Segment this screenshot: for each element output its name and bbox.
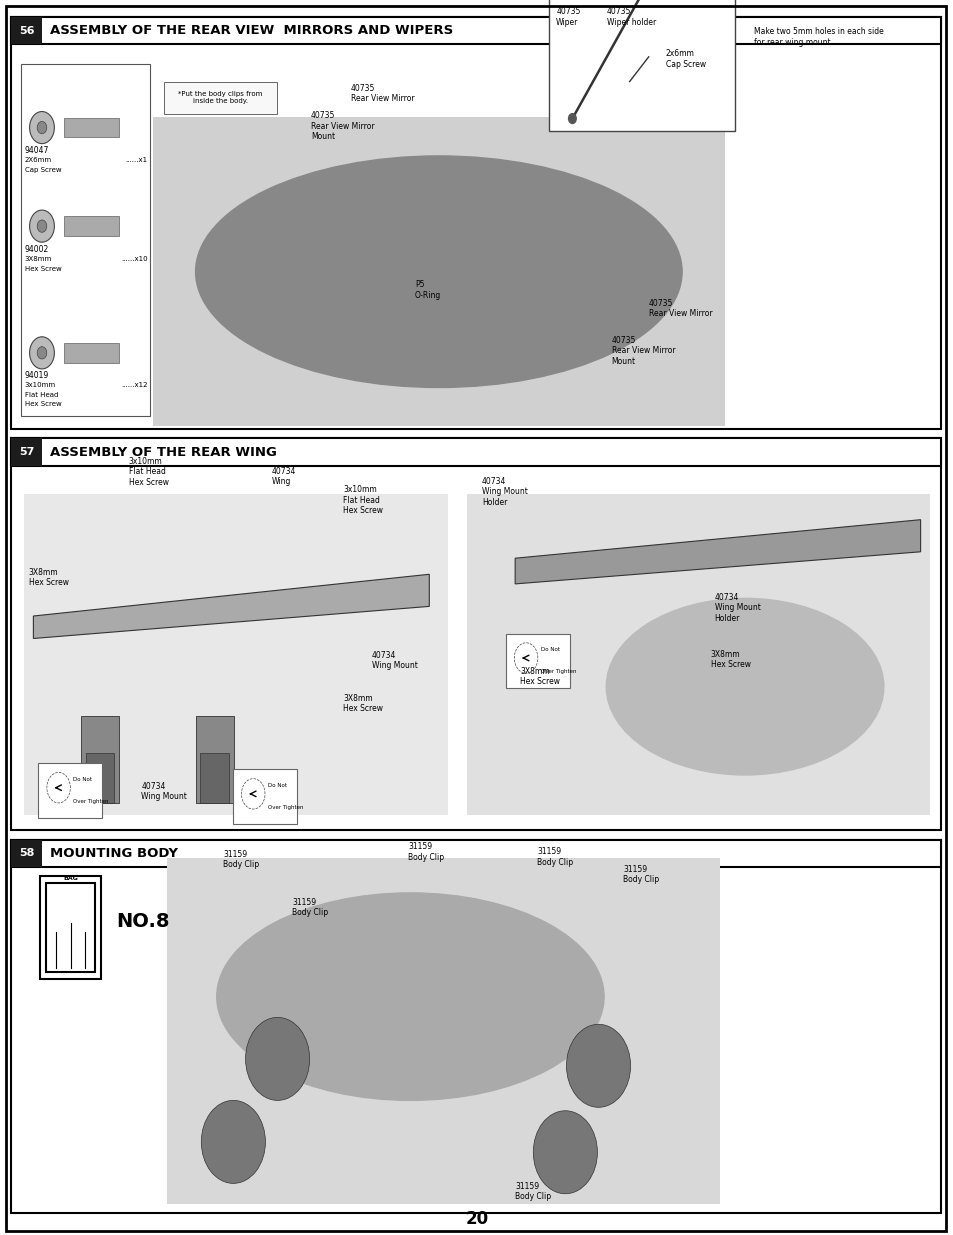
Bar — [11, 17, 42, 44]
Text: ......x12: ......x12 — [121, 383, 148, 389]
Bar — [64, 117, 119, 137]
Ellipse shape — [605, 599, 882, 776]
Text: ASSEMBLY OF THE REAR WING: ASSEMBLY OF THE REAR WING — [50, 446, 276, 458]
Circle shape — [201, 1100, 265, 1183]
Text: NO.8: NO.8 — [116, 911, 170, 931]
Circle shape — [568, 114, 576, 124]
Text: 31159
Body Clip: 31159 Body Clip — [537, 847, 573, 867]
Text: 57: 57 — [19, 447, 34, 457]
Text: 3X8mm
Hex Screw: 3X8mm Hex Screw — [519, 667, 559, 687]
Text: 40735
Rear View Mirror
Mount: 40735 Rear View Mirror Mount — [611, 336, 675, 366]
Bar — [11, 438, 940, 466]
Circle shape — [30, 111, 54, 143]
Bar — [21, 64, 150, 416]
Bar — [11, 438, 42, 466]
Text: 3X8mm
Hex Screw: 3X8mm Hex Screw — [710, 650, 750, 669]
Bar — [11, 840, 42, 867]
Text: 40735
Wiper: 40735 Wiper — [556, 7, 580, 27]
Bar — [195, 716, 233, 803]
Bar — [467, 494, 929, 815]
Bar — [164, 82, 276, 114]
Text: ......x10: ......x10 — [121, 256, 148, 262]
Bar — [233, 769, 296, 824]
Text: Hex Screw: Hex Screw — [25, 401, 62, 408]
Bar — [64, 216, 119, 236]
Bar — [167, 858, 720, 1204]
Bar — [86, 753, 114, 803]
Text: Make two 5mm holes in each side
for rear wing mount.: Make two 5mm holes in each side for rear… — [753, 27, 882, 47]
Bar — [24, 494, 448, 815]
Bar — [11, 17, 940, 429]
Text: 40734
Wing Mount
Holder: 40734 Wing Mount Holder — [481, 477, 527, 506]
Text: 31159
Body Clip: 31159 Body Clip — [515, 1182, 551, 1202]
Text: ASSEMBLY OF THE REAR VIEW  MIRRORS AND WIPERS: ASSEMBLY OF THE REAR VIEW MIRRORS AND WI… — [50, 25, 453, 37]
Bar — [40, 876, 101, 979]
Text: 31159
Body Clip: 31159 Body Clip — [408, 842, 444, 862]
Text: 94047: 94047 — [25, 146, 50, 156]
Text: 20: 20 — [465, 1209, 488, 1228]
Text: Over Tighten: Over Tighten — [540, 669, 576, 674]
Bar — [505, 634, 569, 688]
Text: Do Not: Do Not — [268, 783, 287, 788]
Text: 31159
Body Clip: 31159 Body Clip — [292, 898, 328, 918]
Text: 94002: 94002 — [25, 245, 49, 253]
Text: 94019: 94019 — [25, 372, 49, 380]
Text: 31159
Body Clip: 31159 Body Clip — [223, 850, 259, 869]
Bar — [11, 840, 940, 1213]
Circle shape — [37, 347, 47, 359]
Bar — [38, 763, 102, 818]
Circle shape — [245, 1018, 310, 1100]
Text: 40734
Wing Mount: 40734 Wing Mount — [372, 651, 417, 671]
Ellipse shape — [216, 893, 603, 1100]
Circle shape — [37, 220, 47, 232]
Text: ......x1: ......x1 — [126, 157, 148, 163]
Text: 40734
Wing: 40734 Wing — [272, 467, 296, 487]
Text: 58: 58 — [19, 848, 34, 858]
Text: 2X6mm: 2X6mm — [25, 157, 51, 163]
Bar — [46, 883, 95, 972]
Circle shape — [30, 210, 54, 242]
Text: 3x10mm
Flat Head
Hex Screw: 3x10mm Flat Head Hex Screw — [343, 485, 383, 515]
Text: Over Tighten: Over Tighten — [268, 805, 303, 810]
Ellipse shape — [195, 156, 681, 388]
Bar — [11, 840, 940, 867]
Bar — [64, 343, 119, 363]
Circle shape — [566, 1024, 630, 1108]
Text: 56: 56 — [19, 26, 34, 36]
Polygon shape — [33, 574, 429, 638]
Bar — [152, 117, 724, 426]
Bar — [200, 753, 229, 803]
Text: 40735
Rear View Mirror: 40735 Rear View Mirror — [351, 84, 415, 104]
Text: 3X8mm
Hex Screw: 3X8mm Hex Screw — [29, 568, 69, 588]
Text: 40735
Rear View Mirror
Mount: 40735 Rear View Mirror Mount — [311, 111, 375, 141]
Text: Do Not: Do Not — [540, 647, 559, 652]
Text: 2x6mm
Cap Screw: 2x6mm Cap Screw — [665, 49, 705, 69]
Text: P5
O-Ring: P5 O-Ring — [415, 280, 441, 300]
Circle shape — [30, 337, 54, 369]
Text: Cap Screw: Cap Screw — [25, 167, 61, 173]
Text: MOUNTING BODY: MOUNTING BODY — [50, 847, 177, 860]
Bar — [11, 438, 940, 830]
Text: 40734
Wing Mount
Holder: 40734 Wing Mount Holder — [714, 593, 760, 622]
Circle shape — [533, 1110, 597, 1194]
Bar — [11, 17, 940, 44]
Text: 40735
Rear View Mirror: 40735 Rear View Mirror — [648, 299, 712, 319]
Text: 3x10mm
Flat Head
Hex Screw: 3x10mm Flat Head Hex Screw — [129, 457, 169, 487]
Text: *Put the body clips from
inside the body.: *Put the body clips from inside the body… — [178, 91, 262, 104]
Text: Over Tighten: Over Tighten — [73, 799, 109, 804]
Text: Do Not: Do Not — [73, 777, 92, 782]
Text: 3x10mm: 3x10mm — [25, 383, 56, 389]
Text: 40734
Wing Mount: 40734 Wing Mount — [141, 782, 187, 802]
Text: BAG: BAG — [63, 876, 78, 881]
Polygon shape — [515, 520, 920, 584]
Text: 31159
Body Clip: 31159 Body Clip — [622, 864, 659, 884]
Circle shape — [37, 121, 47, 133]
Text: 3X8mm: 3X8mm — [25, 256, 52, 262]
Text: Flat Head: Flat Head — [25, 393, 58, 399]
Bar — [548, 0, 734, 131]
Text: Hex Screw: Hex Screw — [25, 266, 62, 272]
Bar — [81, 716, 119, 803]
Text: 40735
Wiper holder: 40735 Wiper holder — [606, 7, 656, 27]
Text: 3X8mm
Hex Screw: 3X8mm Hex Screw — [343, 694, 383, 714]
